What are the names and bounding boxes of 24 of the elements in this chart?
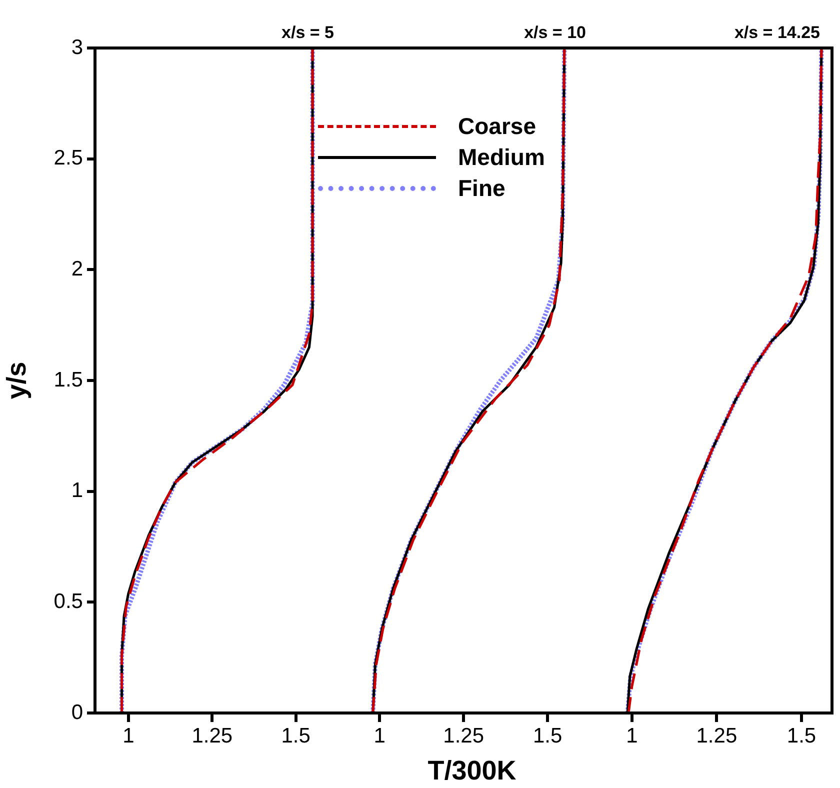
x-tick-label: 1.25 xyxy=(192,724,233,748)
x-tick-label: 1 xyxy=(626,724,638,748)
x-tick-label: 1.25 xyxy=(443,724,484,748)
y-tick-label: 0 xyxy=(71,700,83,724)
y-tick-label: 2.5 xyxy=(54,146,83,170)
y-tick-label: 3 xyxy=(71,36,83,59)
x-tick-label: 1 xyxy=(122,724,134,748)
x-tick-label: 1.5 xyxy=(281,724,310,748)
chart-title: x/s = 10 xyxy=(524,23,586,42)
text: Fine xyxy=(458,175,506,202)
y-tick-label: 1.5 xyxy=(54,368,83,392)
x-tick-label: 1 xyxy=(374,724,386,748)
y-tick-label: 1 xyxy=(71,479,83,502)
y-axis-title: y/s xyxy=(2,362,32,400)
text: Coarse xyxy=(458,113,536,140)
y-tick-label: 0.5 xyxy=(54,590,83,613)
text: Medium xyxy=(458,144,545,171)
y-tick-label: 2 xyxy=(71,257,83,280)
chart-title: x/s = 14.25 xyxy=(734,23,820,42)
x-axis-title: T/300K xyxy=(428,755,517,786)
x-tick-label: 1.5 xyxy=(786,724,816,748)
chart-title: x/s = 5 xyxy=(282,23,334,42)
x-tick-label: 1.5 xyxy=(533,724,562,748)
x-tick-label: 1.25 xyxy=(696,724,738,748)
